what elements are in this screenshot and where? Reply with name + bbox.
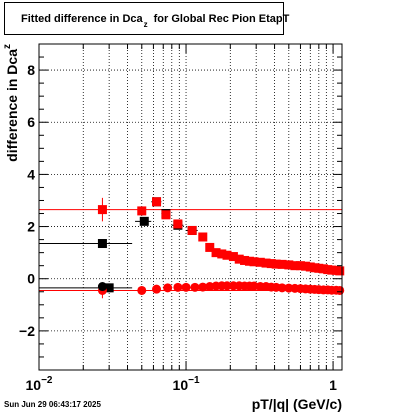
data-point: [198, 282, 208, 292]
data-point: [217, 249, 227, 259]
data-point: [161, 210, 171, 220]
data-point: [255, 257, 265, 267]
grid: [39, 44, 342, 370]
chart-title-subscript: z: [143, 20, 148, 29]
data-point: [137, 206, 147, 216]
timestamp: Sun Jun 29 06:43:17 2025: [4, 400, 101, 409]
x-tick-label-base: 10: [26, 377, 42, 393]
data-point: [97, 239, 107, 249]
chart-title-rest: for Global Rec Pion EtapT: [153, 13, 290, 25]
data-point: [335, 266, 345, 276]
data-point: [211, 248, 221, 258]
data-point: [301, 261, 311, 271]
y-tick-label: 8: [27, 62, 35, 78]
data-point: [187, 225, 197, 235]
x-tick-label-base: 10: [173, 377, 189, 393]
data-point: [277, 259, 287, 269]
y-axis-title-subscript: z: [2, 44, 13, 49]
data-point: [163, 283, 173, 293]
data-series: [39, 197, 345, 299]
data-point: [139, 216, 149, 226]
data-point: [190, 282, 200, 292]
series-circle-black: [97, 282, 107, 292]
x-tick-label-exponent: −1: [188, 375, 200, 386]
data-point: [271, 259, 281, 269]
data-point: [173, 282, 183, 292]
chart-title: Fitted difference in Dcaz for Global Rec …: [21, 13, 290, 29]
x-axis-title: pT/|q| (GeV/c): [252, 396, 342, 412]
data-point: [137, 285, 147, 295]
data-point: [244, 256, 254, 266]
x-tick-label-base: 1: [329, 377, 337, 393]
data-point: [290, 261, 300, 271]
plot-frame: [38, 43, 343, 371]
y-tick-label: 0: [27, 271, 35, 287]
series-square-black: [39, 197, 198, 293]
data-point: [277, 283, 287, 293]
data-point: [152, 197, 162, 207]
data-point: [222, 281, 232, 291]
x-tick-label: 1: [329, 377, 337, 393]
chart-title-box: Fitted difference in Dcaz for Global Rec …: [4, 2, 289, 35]
data-point: [104, 283, 114, 293]
series-square-red: [97, 197, 345, 276]
data-point: [261, 258, 271, 268]
data-point: [152, 284, 162, 294]
data-point: [198, 232, 208, 242]
data-point: [228, 252, 238, 262]
data-point: [234, 254, 244, 264]
y-tick-label: 4: [27, 166, 35, 182]
x-tick-label: 10−1: [173, 375, 200, 393]
x-tick-label-exponent: −2: [41, 375, 53, 386]
data-point: [295, 261, 305, 271]
data-point: [240, 255, 250, 265]
data-point: [314, 263, 324, 273]
y-tick-label: 2: [27, 219, 35, 235]
data-point: [266, 259, 276, 269]
data-point: [222, 250, 232, 260]
data-point: [335, 285, 345, 295]
y-tick-label: −2: [19, 323, 35, 339]
y-axis-title-main: difference in Dca: [4, 49, 20, 162]
chart-title-main: Fitted difference in Dca: [21, 13, 143, 25]
x-tick-label: 10−2: [26, 375, 53, 393]
data-point: [97, 205, 107, 215]
y-tick-label: 6: [27, 114, 35, 130]
data-point: [181, 282, 191, 292]
data-point: [97, 282, 107, 292]
data-point: [205, 242, 215, 252]
data-point: [173, 219, 183, 229]
axis-ticks: [38, 43, 342, 371]
data-point: [284, 260, 294, 270]
series-circle-red: [97, 281, 345, 299]
data-point: [249, 257, 259, 267]
y-axis-title: difference in Dcaz: [2, 44, 20, 162]
